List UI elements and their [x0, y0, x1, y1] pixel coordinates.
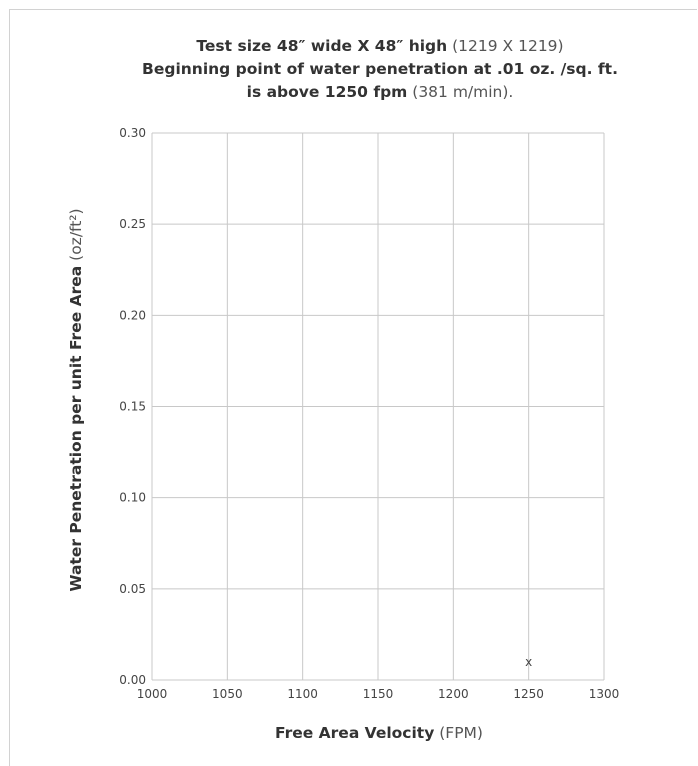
x-tick-0: 1000 [137, 687, 168, 701]
y-tick-1: 0.05 [119, 582, 146, 596]
x-tick-labels: 1000 1050 1100 1150 1200 1250 1300 [137, 687, 620, 701]
chart-title-line-1: Test size 48″ wide X 48″ high (1219 X 12… [50, 37, 698, 55]
chart-frame [9, 9, 697, 766]
x-tick-1: 1050 [212, 687, 243, 701]
x-axis-label-light: (FPM) [439, 724, 483, 742]
title-line-3-bold: is above 1250 fpm [246, 83, 408, 101]
y-tick-3: 0.15 [119, 400, 146, 414]
x-tick-5: 1250 [513, 687, 544, 701]
y-axis-label-light: (oz/ft²) [67, 208, 85, 260]
x-axis-label-bold: Free Area Velocity [275, 724, 434, 742]
y-tick-2: 0.10 [119, 491, 146, 505]
title-line-3-light: (381 m/min). [412, 83, 514, 101]
title-line-1-bold: Test size 48″ wide X 48″ high [196, 37, 448, 55]
x-axis-label: Free Area Velocity (FPM) [275, 724, 483, 742]
x-tick-4: 1200 [438, 687, 469, 701]
chart-title-line-3: is above 1250 fpm (381 m/min). [50, 83, 698, 101]
data-point-0-0: x [525, 655, 532, 669]
y-axis-label-bold: Water Penetration per unit Free Area [67, 266, 85, 592]
y-tick-5: 0.25 [119, 217, 146, 231]
y-tick-labels: 0.00 0.05 0.10 0.15 0.20 0.25 0.30 [119, 126, 146, 687]
y-tick-4: 0.20 [119, 308, 146, 322]
title-line-2-bold: Beginning point of water penetration at … [142, 60, 618, 78]
grid-lines [151, 132, 605, 681]
data-points: x [525, 655, 532, 669]
y-tick-0: 0.00 [119, 673, 146, 687]
chart-title-line-2: Beginning point of water penetration at … [50, 60, 698, 78]
x-tick-3: 1150 [363, 687, 394, 701]
x-tick-6: 1300 [589, 687, 620, 701]
title-line-1-light: (1219 X 1219) [452, 37, 564, 55]
x-tick-2: 1100 [287, 687, 318, 701]
y-tick-6: 0.30 [119, 126, 146, 140]
y-axis-label: Water Penetration per unit Free Area (oz… [67, 208, 85, 591]
